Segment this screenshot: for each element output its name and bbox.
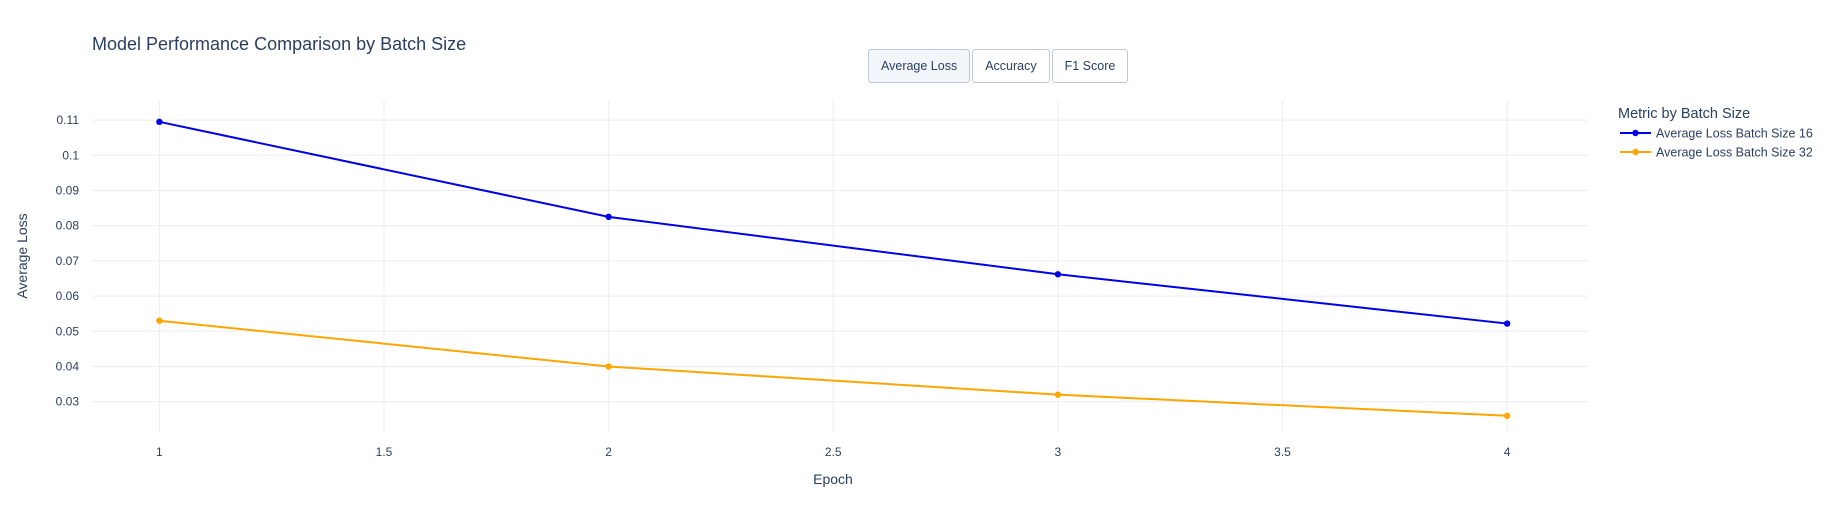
data-point [1503, 320, 1511, 327]
y-tick-label: 0.08 [56, 219, 80, 233]
legend-title: Metric by Batch Size [1618, 106, 1750, 122]
legend-entry: Average Loss Batch Size 16 [1656, 127, 1813, 141]
data-point [1503, 412, 1511, 420]
data-point [156, 118, 163, 126]
y-tick-labels: 0.03 0.04 0.05 0.06 0.07 0.08 0.09 0.1 0.11 [56, 113, 80, 409]
metric-button-group: Average Loss Accuracy F1 Score [868, 49, 1129, 83]
y-tick-label: 0.04 [56, 360, 80, 374]
legend-marker [1632, 129, 1639, 137]
data-point [156, 317, 163, 324]
y-tick-label: 0.07 [56, 254, 80, 268]
chart-title: Model Performance Comparison by Batch Si… [92, 34, 466, 54]
x-tick-label: 4 [1504, 445, 1511, 459]
x-axis-label: Epoch [813, 471, 853, 487]
legend-entry: Average Loss Batch Size 32 [1656, 146, 1813, 160]
series-line-0 [159, 120, 1508, 325]
f1-score-button[interactable]: F1 Score [1051, 49, 1129, 83]
x-tick-label: 1 [156, 445, 163, 459]
data-point [605, 213, 612, 221]
series-lines [156, 118, 1511, 420]
x-tick-label: 3 [1055, 445, 1062, 459]
legend: Metric by Batch Size Average Loss Batch … [1618, 106, 1813, 160]
data-point [605, 363, 612, 370]
x-tick-label: 2 [605, 445, 612, 459]
y-tick-label: 0.11 [57, 113, 80, 127]
y-tick-label: 0.03 [56, 395, 80, 409]
y-tick-label: 0.1 [62, 148, 79, 162]
x-tick-label: 2.5 [825, 445, 842, 459]
y-tick-label: 0.06 [56, 289, 80, 303]
average-loss-button[interactable]: Average Loss [868, 49, 971, 83]
y-axis-label: Average Loss [14, 213, 30, 298]
y-tick-label: 0.09 [56, 183, 80, 197]
x-tick-label: 3.5 [1274, 445, 1291, 459]
grid-lines [92, 100, 1588, 432]
accuracy-button[interactable]: Accuracy [972, 49, 1050, 83]
x-tick-label: 1.5 [376, 445, 393, 459]
data-point [1054, 391, 1062, 398]
x-tick-labels: 1 1.5 2 2.5 3 3.5 4 [156, 445, 1511, 459]
y-tick-label: 0.05 [56, 324, 80, 338]
series-line-1 [159, 319, 1508, 417]
legend-marker [1632, 148, 1639, 156]
data-point [1054, 271, 1062, 278]
